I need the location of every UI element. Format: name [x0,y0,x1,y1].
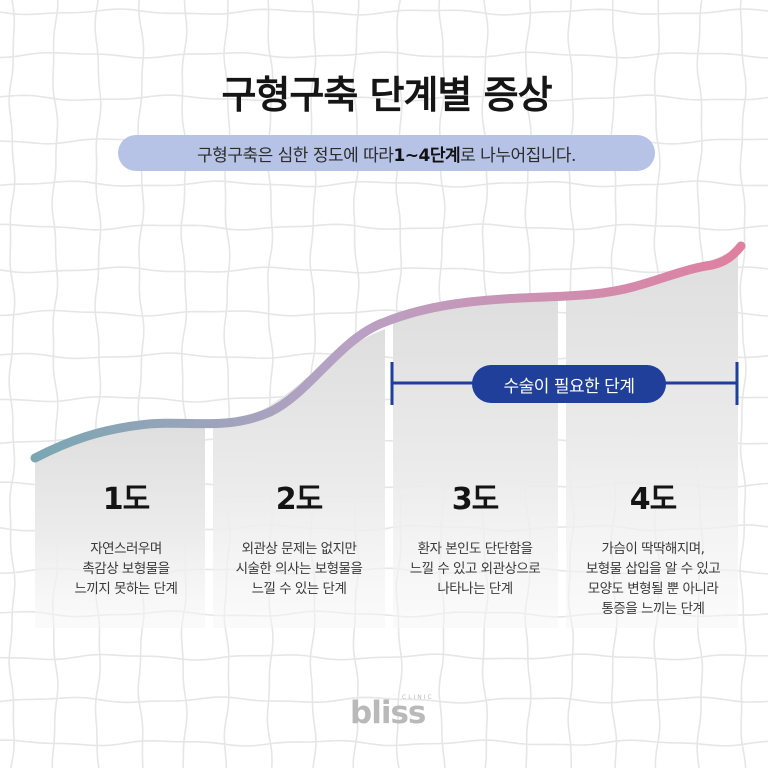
subtitle-pill: 구형구축은 심한 정도에 따라 1~4단계 로 나누어집니다. [118,135,655,171]
grid-line-horizontal [0,653,769,661]
grid-line-vertical [51,0,59,768]
grid-line-vertical [739,0,747,769]
bliss-logo: bliss CLINIC [350,693,450,733]
grid-line-horizontal [0,180,768,188]
stage-1-column [35,422,205,628]
stage-4-title: 4도 [629,482,677,517]
grid-line-horizontal [0,8,769,16]
surgery-required-badge: 수술이 필요한 단계 [472,365,666,403]
stage-1-title: 1도 [102,482,150,517]
grid-line-vertical [94,0,102,769]
grid-line-horizontal [0,739,769,747]
logo-wordmark: bliss [350,695,426,731]
grid-line-vertical [266,0,274,769]
page-title: 구형구축 단계별 증상 [221,73,552,117]
subtitle-prefix: 구형구축은 심한 정도에 따라 [197,145,394,166]
subtitle-suffix: 로 나누어집니다. [460,145,576,166]
grid-line-horizontal [0,696,769,704]
grid-line-horizontal [0,51,769,59]
stage-1-description: 자연스러우며 촉감상 보형물을 느끼지 못하는 단계 [74,541,178,597]
stage-3-title: 3도 [451,482,499,517]
grid-line-vertical [180,0,188,769]
stage-4-description: 가슴이 딱딱해지며, 보형물 삽입을 알 수 있고 모양도 변형될 뿐 아니라 … [585,541,721,617]
grid-line-horizontal [0,266,769,274]
grid-line-vertical [223,0,231,769]
subtitle-highlight: 1~4단계 [393,145,461,166]
stage-4-column [566,247,738,628]
logo-tagline: CLINIC [402,694,434,701]
stage-2-column [213,329,385,628]
stage-2-title: 2도 [275,482,323,517]
severity-curve [30,241,746,463]
grid-line-horizontal [0,223,769,231]
grid-line-vertical [8,0,16,769]
grid-line-vertical [137,0,145,769]
stage-3-description: 환자 본인도 단단함을 느낄 수 있고 외관상으로 나타나는 단계 [409,541,541,597]
stage-2-description: 외관상 문제는 없지만 시술한 의사는 보형물을 느낄 수 있는 단계 [235,541,363,597]
grid-line-horizontal [0,94,769,102]
